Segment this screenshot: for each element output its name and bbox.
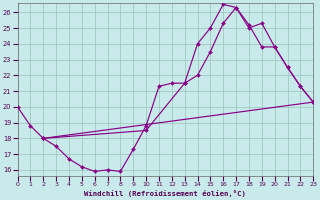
X-axis label: Windchill (Refroidissement éolien,°C): Windchill (Refroidissement éolien,°C) <box>84 190 246 197</box>
